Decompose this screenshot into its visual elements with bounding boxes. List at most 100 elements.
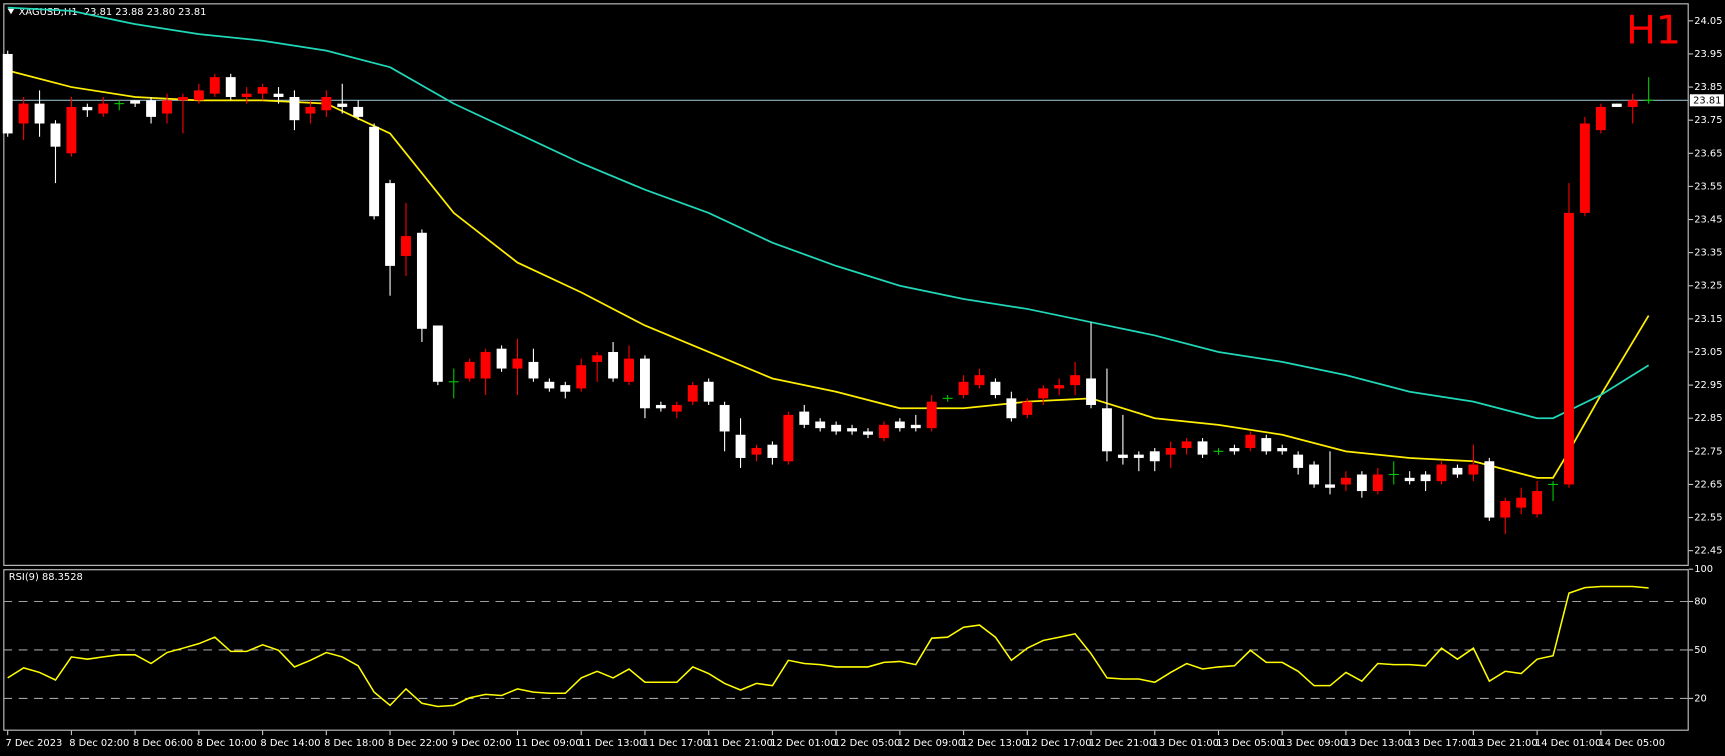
candle-body: [82, 106, 93, 111]
x-tick-label: 11 Dec 09:00: [515, 738, 581, 749]
candle-body: [496, 348, 507, 369]
candle-body: [1356, 474, 1367, 492]
candle-body: [1500, 500, 1511, 518]
candle-body: [241, 93, 252, 98]
x-tick-label: 13 Dec 21:00: [1471, 738, 1537, 749]
candle-body: [528, 361, 539, 379]
candle-body: [1404, 477, 1415, 482]
candle-body: [1245, 434, 1256, 449]
x-tick-label: 8 Dec 02:00: [69, 738, 129, 749]
x-tick-label: 12 Dec 17:00: [1025, 738, 1091, 749]
y-tick-label: 20: [1694, 693, 1707, 704]
candle-body: [1611, 103, 1622, 107]
candle-body: [209, 77, 220, 94]
candle-body: [1277, 448, 1288, 452]
candle-body: [751, 448, 762, 455]
candle-body: [1516, 497, 1527, 508]
candle-body: [18, 103, 29, 124]
y-tick-label: 23.25: [1694, 281, 1722, 292]
candle-body: [1468, 464, 1479, 475]
candle-body: [289, 97, 300, 121]
candle-body: [1325, 484, 1335, 488]
candle-body: [34, 103, 45, 124]
candle-body: [815, 421, 826, 429]
candle-body: [1484, 461, 1495, 518]
y-tick-label: 23.45: [1694, 215, 1722, 226]
candle-body: [878, 424, 889, 439]
candle-body: [1133, 454, 1144, 458]
chart-title: XAGUSD,H1 23.81 23.88 23.80 23.81: [19, 7, 207, 18]
candle-body: [130, 100, 141, 104]
x-tick-label: 12 Dec 21:00: [1089, 738, 1155, 749]
timeframe-label: H1: [1626, 7, 1681, 53]
candle-body: [1436, 464, 1447, 482]
menu-triangle[interactable]: [7, 8, 15, 15]
x-tick-label: 14 Dec 01:00: [1535, 738, 1601, 749]
y-tick-label: 22.85: [1694, 413, 1722, 424]
candle-body: [1261, 438, 1272, 452]
candle-body: [1149, 451, 1160, 462]
y-tick-label: 80: [1694, 597, 1707, 608]
x-tick-label: 13 Dec 13:00: [1344, 738, 1410, 749]
x-tick-label: 13 Dec 01:00: [1153, 738, 1219, 749]
current-price-label: 23.81: [1693, 95, 1721, 106]
candle-body: [273, 93, 284, 98]
candle-body: [799, 411, 810, 425]
current-price-box: [1689, 94, 1724, 107]
candle-body: [990, 381, 1001, 396]
candle-body: [1006, 398, 1017, 419]
x-tick-label: 12 Dec 01:00: [770, 738, 836, 749]
x-tick-label: 13 Dec 17:00: [1407, 738, 1473, 749]
candle-body: [401, 236, 411, 256]
y-tick-label: 23.35: [1694, 248, 1722, 259]
candle-body: [1595, 106, 1606, 131]
candle-body: [193, 90, 204, 101]
candle-body: [385, 183, 395, 266]
y-tick-label: 23.85: [1694, 82, 1722, 93]
x-tick-label: 11 Dec 21:00: [706, 738, 772, 749]
candle-body: [1197, 441, 1208, 455]
y-tick-label: 22.95: [1694, 380, 1722, 391]
candle-body: [719, 404, 730, 432]
candle-body: [703, 381, 714, 402]
candle-body: [655, 404, 666, 409]
candle-body: [369, 126, 380, 217]
candle-body: [783, 414, 794, 462]
candle-body: [863, 431, 873, 435]
candle-body: [640, 358, 650, 409]
candle-body: [480, 351, 491, 379]
candle-body: [576, 365, 587, 389]
candle-body: [1181, 441, 1192, 449]
x-tick-label: 14 Dec 05:00: [1599, 738, 1665, 749]
candle-body: [162, 100, 172, 114]
candle-body: [1564, 212, 1574, 485]
candle-body: [1293, 454, 1304, 468]
x-tick-label: 12 Dec 05:00: [834, 738, 900, 749]
rsi-line: [7, 585, 1649, 708]
candle-body: [66, 106, 77, 154]
candle-body: [560, 385, 571, 392]
candle-body: [1102, 408, 1112, 452]
candle-body: [544, 381, 555, 389]
moving-average: [7, 69, 1650, 479]
candle-body: [432, 325, 443, 382]
candle-body: [894, 421, 905, 429]
candle-body: [1165, 448, 1176, 455]
moving-average: [7, 6, 1650, 420]
x-tick-label: 8 Dec 06:00: [133, 738, 193, 749]
candle-body: [416, 232, 427, 329]
candle-body: [1309, 464, 1320, 485]
y-tick-label: 23.05: [1694, 347, 1722, 358]
candle-body: [592, 355, 603, 362]
y-tick-label: 100: [1694, 564, 1713, 575]
main-panel-frame: [3, 3, 1689, 566]
candle-body: [98, 103, 109, 114]
x-tick-label: 9 Dec 02:00: [452, 738, 512, 749]
candle-body: [1070, 375, 1081, 386]
y-tick-label: 23.55: [1694, 181, 1722, 192]
x-tick-label: 8 Dec 14:00: [260, 738, 320, 749]
candle-body: [974, 375, 985, 386]
rsi-title: RSI(9) 88.3528: [9, 572, 83, 583]
